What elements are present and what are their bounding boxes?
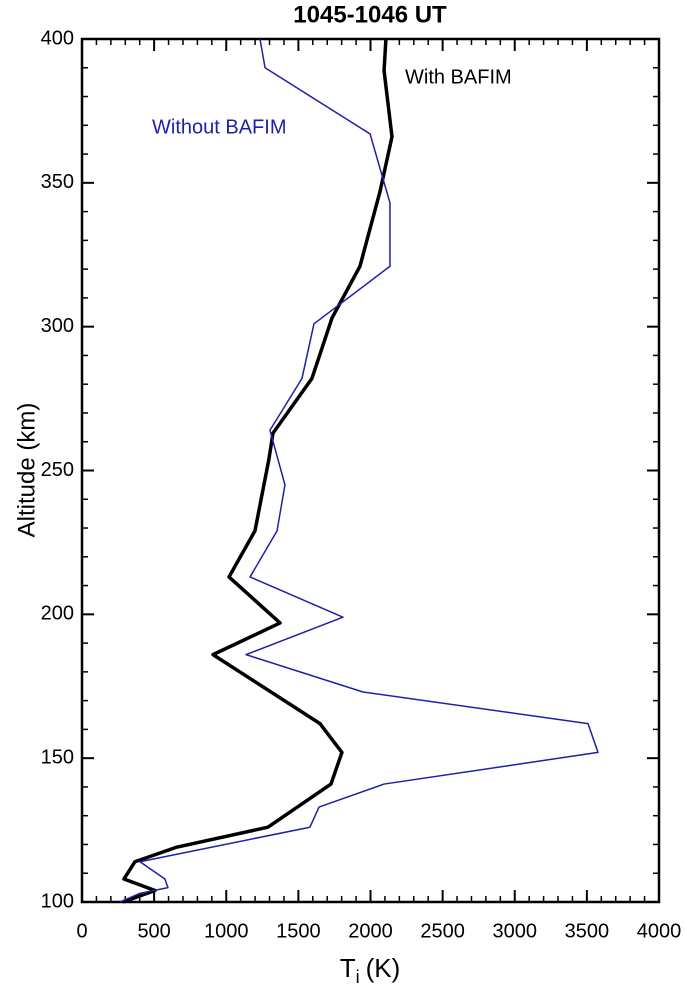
- x-label-subscript: i: [356, 967, 360, 987]
- y-tick-label: 400: [41, 27, 74, 49]
- x-label-base: T: [340, 953, 356, 983]
- x-tick-label: 2500: [420, 920, 465, 942]
- y-tick-label: 350: [41, 171, 74, 193]
- x-tick-label: 4000: [637, 920, 682, 942]
- plot-frame: [80, 37, 661, 904]
- x-tick-label: 3000: [493, 920, 538, 942]
- chart-title: 1045-1046 UT: [293, 1, 447, 28]
- series-line: [122, 38, 394, 904]
- x-tick-label: 2000: [348, 920, 393, 942]
- x-tick-label: 1500: [276, 920, 321, 942]
- x-axis-label: Ti (K): [340, 953, 401, 987]
- x-tick-label: 500: [137, 920, 170, 942]
- y-tick-label: 200: [41, 603, 74, 625]
- y-tick-label: 300: [41, 315, 74, 337]
- y-tick-label: 100: [41, 890, 74, 912]
- x-tick-label: 0: [76, 920, 87, 942]
- y-tick-label: 150: [41, 746, 74, 768]
- x-tick-label: 1000: [204, 920, 249, 942]
- y-tick-label: 250: [41, 459, 74, 481]
- legend-label: Without BAFIM: [152, 116, 286, 138]
- series-line: [119, 38, 599, 903]
- x-tick-label: 3500: [565, 920, 610, 942]
- legend-label: With BAFIM: [405, 66, 512, 88]
- y-axis-label: Altitude (km): [13, 403, 40, 538]
- x-label-unit: (K): [366, 953, 401, 983]
